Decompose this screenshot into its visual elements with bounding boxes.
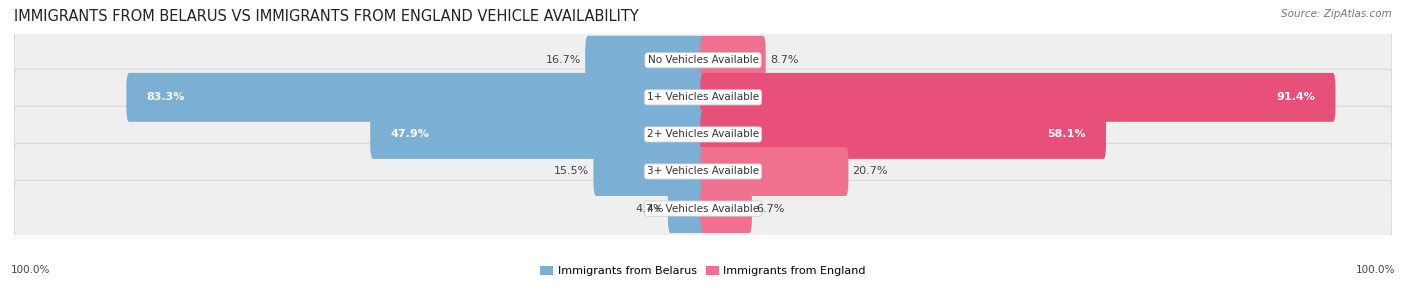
FancyBboxPatch shape: [593, 147, 706, 196]
Text: 8.7%: 8.7%: [770, 55, 799, 65]
Text: 47.9%: 47.9%: [391, 130, 429, 139]
FancyBboxPatch shape: [700, 147, 848, 196]
Text: Source: ZipAtlas.com: Source: ZipAtlas.com: [1281, 9, 1392, 19]
FancyBboxPatch shape: [700, 73, 1336, 122]
Text: 100.0%: 100.0%: [1355, 265, 1395, 275]
Text: 6.7%: 6.7%: [756, 204, 785, 214]
FancyBboxPatch shape: [14, 32, 1392, 88]
Text: 16.7%: 16.7%: [546, 55, 581, 65]
Text: No Vehicles Available: No Vehicles Available: [648, 55, 758, 65]
Text: 15.5%: 15.5%: [554, 166, 589, 176]
Text: 83.3%: 83.3%: [146, 92, 184, 102]
FancyBboxPatch shape: [700, 110, 1107, 159]
FancyBboxPatch shape: [14, 180, 1392, 237]
Text: 58.1%: 58.1%: [1047, 130, 1085, 139]
FancyBboxPatch shape: [700, 184, 752, 233]
FancyBboxPatch shape: [14, 69, 1392, 126]
FancyBboxPatch shape: [14, 143, 1392, 200]
Text: 4.7%: 4.7%: [636, 204, 664, 214]
FancyBboxPatch shape: [700, 36, 766, 85]
FancyBboxPatch shape: [370, 110, 706, 159]
Text: IMMIGRANTS FROM BELARUS VS IMMIGRANTS FROM ENGLAND VEHICLE AVAILABILITY: IMMIGRANTS FROM BELARUS VS IMMIGRANTS FR…: [14, 9, 638, 23]
Text: 100.0%: 100.0%: [11, 265, 51, 275]
Text: 3+ Vehicles Available: 3+ Vehicles Available: [647, 166, 759, 176]
Legend: Immigrants from Belarus, Immigrants from England: Immigrants from Belarus, Immigrants from…: [536, 261, 870, 281]
Text: 2+ Vehicles Available: 2+ Vehicles Available: [647, 130, 759, 139]
FancyBboxPatch shape: [127, 73, 706, 122]
FancyBboxPatch shape: [668, 184, 706, 233]
Text: 91.4%: 91.4%: [1277, 92, 1316, 102]
Text: 1+ Vehicles Available: 1+ Vehicles Available: [647, 92, 759, 102]
Text: 4+ Vehicles Available: 4+ Vehicles Available: [647, 204, 759, 214]
FancyBboxPatch shape: [14, 106, 1392, 163]
FancyBboxPatch shape: [585, 36, 706, 85]
Text: 20.7%: 20.7%: [852, 166, 889, 176]
